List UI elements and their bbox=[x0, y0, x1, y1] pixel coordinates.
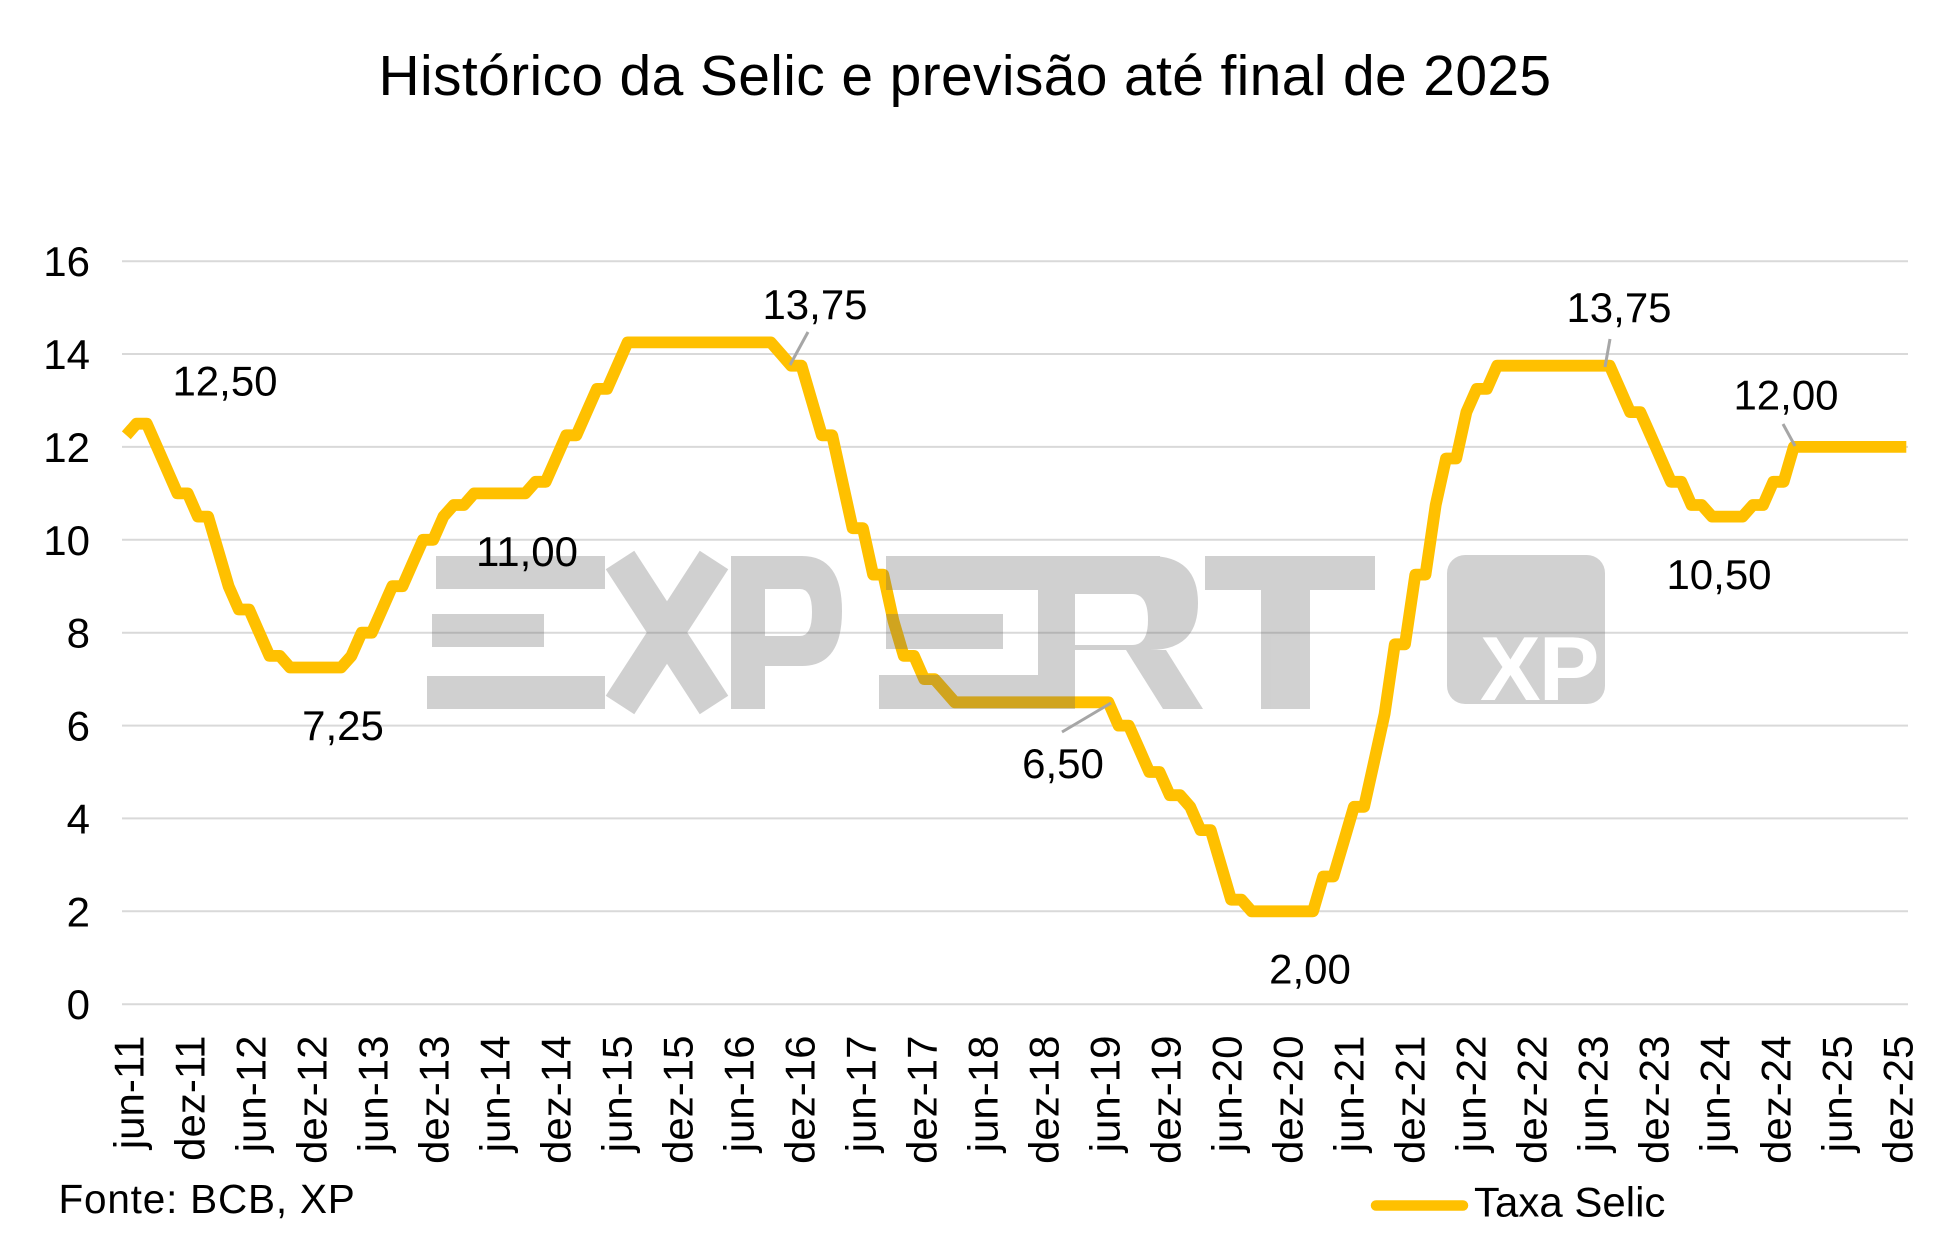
svg-text:jun-17: jun-17 bbox=[837, 1036, 884, 1155]
svg-text:Taxa Selic: Taxa Selic bbox=[1474, 1179, 1665, 1226]
svg-text:10,50: 10,50 bbox=[1666, 551, 1771, 598]
svg-text:dez-18: dez-18 bbox=[1020, 1036, 1067, 1164]
svg-text:6,50: 6,50 bbox=[1022, 740, 1104, 787]
svg-text:jun-18: jun-18 bbox=[959, 1036, 1006, 1155]
svg-text:dez-16: dez-16 bbox=[776, 1036, 823, 1164]
svg-text:jun-13: jun-13 bbox=[349, 1036, 396, 1155]
svg-text:jun-25: jun-25 bbox=[1814, 1036, 1861, 1155]
svg-text:7,25: 7,25 bbox=[302, 702, 384, 749]
svg-text:4: 4 bbox=[67, 795, 90, 842]
svg-text:10: 10 bbox=[43, 517, 90, 564]
svg-text:2: 2 bbox=[67, 888, 90, 935]
svg-text:12,50: 12,50 bbox=[172, 358, 277, 405]
svg-text:dez-14: dez-14 bbox=[532, 1036, 579, 1164]
svg-text:dez-23: dez-23 bbox=[1631, 1036, 1678, 1164]
svg-text:Histórico da Selic e previsão: Histórico da Selic e previsão até final … bbox=[379, 44, 1552, 108]
svg-text:dez-24: dez-24 bbox=[1753, 1036, 1800, 1164]
svg-text:dez-22: dez-22 bbox=[1509, 1036, 1556, 1164]
svg-text:jun-22: jun-22 bbox=[1448, 1036, 1495, 1155]
svg-text:dez-19: dez-19 bbox=[1142, 1036, 1189, 1164]
svg-text:dez-21: dez-21 bbox=[1387, 1036, 1434, 1164]
svg-text:12: 12 bbox=[43, 424, 90, 471]
svg-text:6: 6 bbox=[67, 703, 90, 750]
svg-text:dez-15: dez-15 bbox=[654, 1036, 701, 1164]
svg-text:12,00: 12,00 bbox=[1733, 372, 1838, 419]
svg-text:13,75: 13,75 bbox=[1566, 284, 1671, 331]
svg-text:dez-17: dez-17 bbox=[898, 1036, 945, 1164]
svg-text:8: 8 bbox=[67, 610, 90, 657]
svg-text:dez-12: dez-12 bbox=[288, 1036, 335, 1164]
svg-text:jun-24: jun-24 bbox=[1692, 1036, 1739, 1155]
svg-text:jun-11: jun-11 bbox=[105, 1036, 152, 1152]
svg-text:jun-19: jun-19 bbox=[1081, 1036, 1128, 1155]
svg-text:0: 0 bbox=[67, 981, 90, 1028]
svg-text:jun-16: jun-16 bbox=[715, 1036, 762, 1155]
svg-text:2,00: 2,00 bbox=[1269, 946, 1351, 993]
svg-text:jun-14: jun-14 bbox=[471, 1036, 518, 1155]
svg-text:jun-23: jun-23 bbox=[1570, 1036, 1617, 1155]
svg-text:13,75: 13,75 bbox=[762, 281, 867, 328]
svg-text:dez-11: dez-11 bbox=[166, 1036, 213, 1161]
svg-text:jun-12: jun-12 bbox=[227, 1036, 274, 1155]
svg-text:14: 14 bbox=[43, 331, 90, 378]
svg-text:jun-15: jun-15 bbox=[593, 1036, 640, 1155]
svg-text:11,00: 11,00 bbox=[476, 528, 578, 575]
svg-text:jun-21: jun-21 bbox=[1326, 1036, 1373, 1155]
svg-text:XP: XP bbox=[1480, 619, 1597, 720]
svg-text:dez-20: dez-20 bbox=[1265, 1036, 1312, 1164]
svg-text:Fonte: BCB, XP: Fonte: BCB, XP bbox=[59, 1176, 356, 1222]
svg-text:dez-25: dez-25 bbox=[1875, 1036, 1922, 1164]
svg-text:16: 16 bbox=[43, 238, 90, 285]
svg-text:dez-13: dez-13 bbox=[410, 1036, 457, 1164]
svg-text:jun-20: jun-20 bbox=[1203, 1036, 1250, 1155]
